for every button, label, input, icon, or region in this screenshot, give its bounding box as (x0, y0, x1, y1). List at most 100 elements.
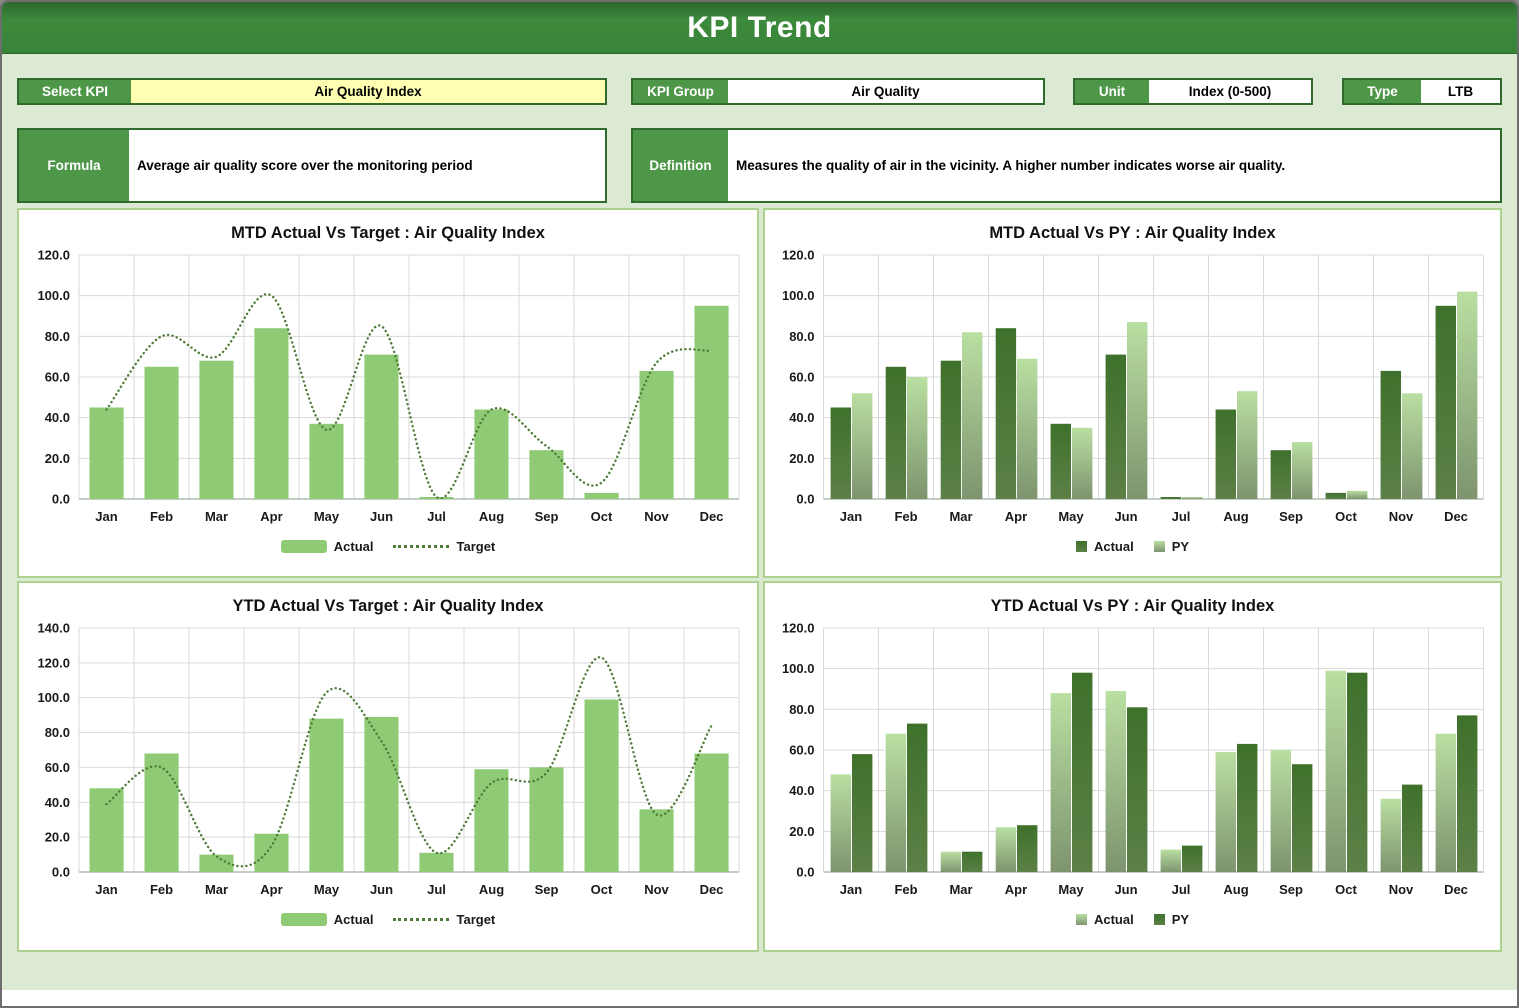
type-control: Type LTB (1342, 78, 1502, 105)
kpi-group-value: Air Quality (728, 80, 1043, 103)
svg-text:Apr: Apr (1005, 882, 1027, 897)
mtd-actual-vs-target-panel: MTD Actual Vs Target : Air Quality Index… (17, 208, 759, 578)
svg-text:Jul: Jul (427, 882, 446, 897)
legend-item: Actual (1075, 538, 1134, 554)
svg-text:Feb: Feb (894, 882, 917, 897)
charts-grid: MTD Actual Vs Target : Air Quality Index… (17, 208, 1502, 952)
svg-text:Aug: Aug (479, 509, 504, 524)
chart-legend: Actual Target (280, 531, 495, 561)
dashboard-content: Select KPI Air Quality Index KPI Group A… (2, 54, 1517, 990)
ytd-actual-vs-target-chart: 0.0 20.0 40.0 60.0 80.0 100.0 120.0 140.0 Jan Feb… (37, 621, 740, 897)
svg-text:120.0: 120.0 (782, 248, 815, 263)
svg-text:Dec: Dec (1444, 509, 1468, 524)
svg-text:100.0: 100.0 (782, 288, 815, 303)
definition-value: Measures the quality of air in the vicin… (728, 130, 1500, 201)
unit-value: Index (0-500) (1149, 80, 1311, 103)
definition-label: Definition (633, 130, 728, 201)
svg-text:Oct: Oct (591, 882, 613, 897)
svg-text:Sep: Sep (535, 509, 559, 524)
svg-text:Feb: Feb (150, 882, 173, 897)
formula-value: Average air quality score over the monit… (129, 130, 605, 201)
svg-text:Feb: Feb (150, 509, 173, 524)
legend-item: PY (1153, 911, 1190, 927)
svg-text:40.0: 40.0 (45, 410, 70, 425)
definition-box: Definition Measures the quality of air i… (631, 128, 1502, 203)
legend-label: Actual (333, 911, 374, 927)
svg-text:Jun: Jun (1114, 509, 1137, 524)
svg-text:Jan: Jan (840, 509, 862, 524)
mtd-actual-vs-target-chart: 0.0 20.0 40.0 60.0 80.0 100.0 120.0 Jan Feb Mar Ap… (37, 248, 740, 524)
chart-legend: Actual PY (1075, 531, 1190, 561)
type-label: Type (1344, 80, 1421, 103)
svg-text:80.0: 80.0 (789, 329, 814, 344)
svg-text:60.0: 60.0 (45, 370, 70, 385)
actual-bar-swatch-icon (280, 539, 327, 553)
svg-text:Nov: Nov (1389, 882, 1414, 897)
svg-text:Nov: Nov (644, 509, 669, 524)
svg-text:40.0: 40.0 (789, 410, 814, 425)
page-title: KPI Trend (2, 2, 1517, 54)
svg-text:Jun: Jun (1114, 882, 1137, 897)
target-dotted-line-swatch-icon (393, 544, 450, 548)
select-kpi-label: Select KPI (19, 80, 131, 103)
svg-text:20.0: 20.0 (45, 830, 70, 845)
svg-text:80.0: 80.0 (45, 329, 70, 344)
svg-text:Mar: Mar (205, 882, 228, 897)
chart-legend: Actual PY (1075, 904, 1190, 934)
legend-item: Target (393, 539, 495, 554)
legend-item: Actual (280, 538, 374, 554)
legend-label: Actual (1093, 538, 1134, 554)
svg-text:100.0: 100.0 (37, 288, 70, 303)
svg-text:Aug: Aug (479, 882, 504, 897)
legend-label: Actual (333, 538, 374, 554)
svg-text:Jul: Jul (1172, 882, 1191, 897)
legend-item: Target (393, 912, 495, 927)
chart-title: YTD Actual Vs PY : Air Quality Index (990, 597, 1275, 615)
actual-square-swatch-icon (1075, 540, 1087, 552)
unit-label: Unit (1075, 80, 1149, 103)
svg-text:Sep: Sep (1279, 509, 1303, 524)
svg-text:0.0: 0.0 (796, 865, 814, 880)
svg-text:60.0: 60.0 (789, 743, 814, 758)
svg-text:May: May (1058, 509, 1084, 524)
legend-label: Actual (1093, 911, 1134, 927)
formula-box: Formula Average air quality score over t… (17, 128, 607, 203)
svg-text:Dec: Dec (700, 509, 724, 524)
legend-label: PY (1171, 911, 1190, 927)
svg-text:May: May (314, 509, 340, 524)
svg-text:Jun: Jun (370, 509, 393, 524)
svg-text:Oct: Oct (1335, 509, 1357, 524)
svg-text:60.0: 60.0 (789, 370, 814, 385)
svg-text:Apr: Apr (260, 509, 282, 524)
svg-text:Sep: Sep (1279, 882, 1303, 897)
svg-text:20.0: 20.0 (789, 824, 814, 839)
svg-text:120.0: 120.0 (782, 621, 815, 636)
chart-title: MTD Actual Vs PY : Air Quality Index (989, 224, 1276, 242)
svg-text:Dec: Dec (1444, 882, 1468, 897)
svg-text:120.0: 120.0 (37, 655, 70, 670)
svg-text:20.0: 20.0 (45, 451, 70, 466)
select-kpi-value[interactable]: Air Quality Index (131, 80, 605, 103)
svg-text:Nov: Nov (1389, 509, 1414, 524)
ytd-actual-vs-target-panel: YTD Actual Vs Target : Air Quality Index… (17, 581, 759, 952)
py-square-swatch-icon (1153, 913, 1165, 925)
svg-text:Jun: Jun (370, 882, 393, 897)
svg-text:0.0: 0.0 (796, 492, 814, 507)
mtd-actual-vs-py-panel: MTD Actual Vs PY : Air Quality Index 0.0… (763, 208, 1502, 578)
legend-label: Target (456, 538, 496, 554)
svg-text:80.0: 80.0 (45, 725, 70, 740)
svg-text:Jan: Jan (95, 509, 117, 524)
svg-text:100.0: 100.0 (37, 690, 70, 705)
svg-text:Jul: Jul (1172, 509, 1191, 524)
svg-text:May: May (1058, 882, 1084, 897)
svg-text:Apr: Apr (260, 882, 282, 897)
svg-text:Jul: Jul (427, 509, 446, 524)
svg-text:Aug: Aug (1223, 509, 1248, 524)
legend-label: PY (1171, 538, 1190, 554)
actual-square-swatch-icon (1075, 913, 1087, 925)
unit-control: Unit Index (0-500) (1073, 78, 1313, 105)
ytd-actual-vs-py-panel: YTD Actual Vs PY : Air Quality Index 0.0… (763, 581, 1502, 952)
chart-legend: Actual Target (280, 904, 495, 934)
mtd-actual-vs-py-chart: 0.0 20.0 40.0 60.0 80.0 100.0 120.0 Jan Feb Mar Ap… (782, 248, 1484, 524)
